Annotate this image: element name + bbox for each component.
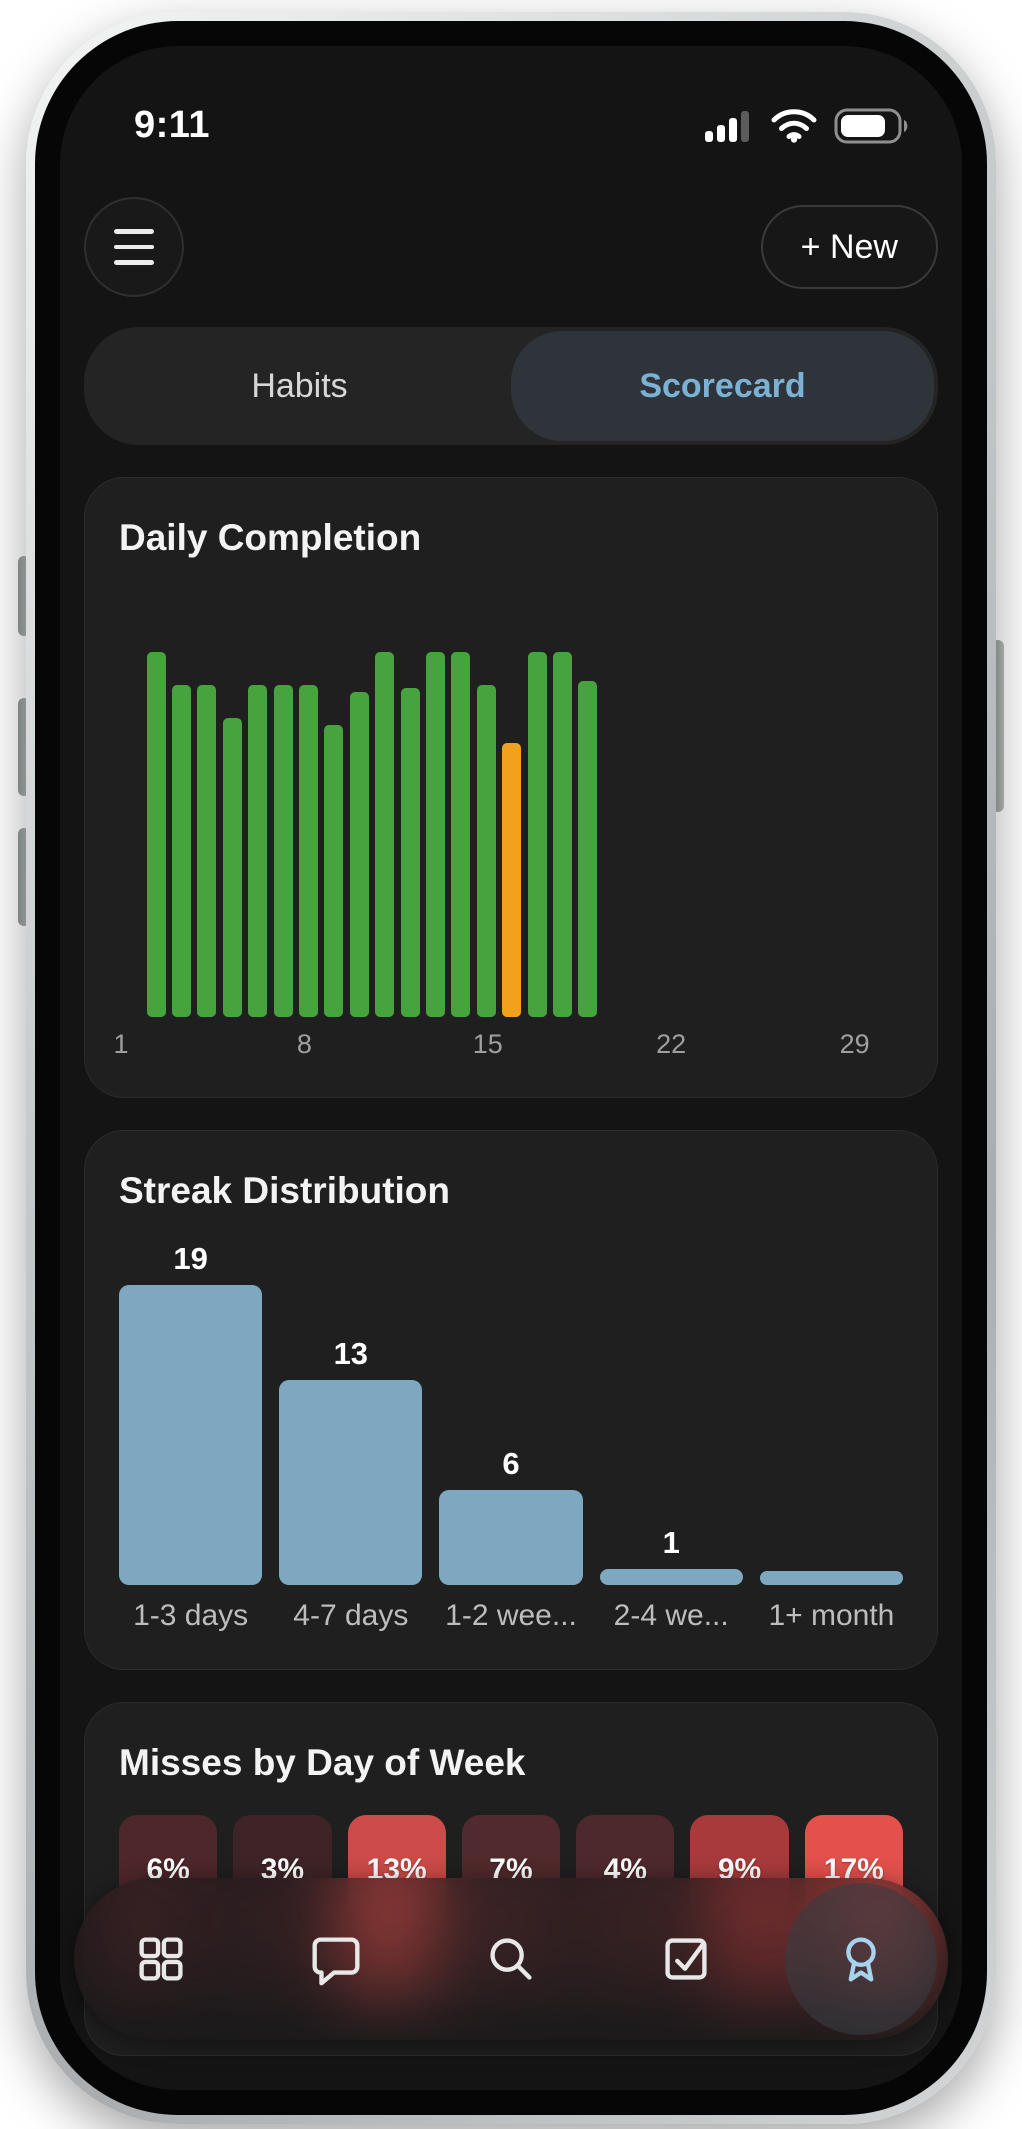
x-axis-tick: 29 — [839, 1029, 870, 1059]
streak-value-label: 1 — [662, 1525, 680, 1560]
nav-item-grid[interactable] — [74, 1878, 249, 2040]
grid-icon — [139, 1937, 183, 1981]
daily-bar — [273, 685, 293, 1017]
streak-column: 13 4-7 days — [279, 1336, 423, 1633]
nav-item-check-square[interactable] — [598, 1878, 773, 2040]
daily-completion-chart — [119, 652, 903, 1017]
daily-bar-highlight — [502, 743, 522, 1017]
daily-bar — [527, 652, 547, 1017]
hamburger-menu-button[interactable] — [84, 197, 184, 297]
x-axis-tick: 8 — [296, 1029, 312, 1059]
nav-item-award-active[interactable] — [773, 1878, 948, 2040]
misses-title: Misses by Day of Week — [119, 1742, 526, 1783]
streak-category-label: 4-7 days — [293, 1599, 409, 1632]
daily-bar — [324, 725, 344, 1017]
streak-distribution-card: Streak Distribution 19 1-3 days 13 4-7 days… — [84, 1130, 938, 1670]
streak-bar — [759, 1571, 904, 1585]
daily-bar — [425, 652, 445, 1017]
bottom-nav — [74, 1878, 948, 2040]
daily-bar — [400, 688, 420, 1017]
daily-bar — [171, 685, 191, 1017]
x-axis-tick: 22 — [656, 1029, 687, 1059]
battery-icon — [834, 108, 908, 143]
new-button[interactable]: + New — [760, 205, 938, 289]
nav-glow-blob — [208, 1878, 317, 1998]
hamburger-icon — [114, 229, 154, 234]
daily-bar — [552, 652, 572, 1017]
phone-frame: 9:11 — [26, 12, 996, 2124]
streak-column: 1+ month — [759, 1527, 904, 1633]
streak-value-label — [760, 1527, 903, 1563]
tab-switcher: Habits Scorecard — [84, 327, 938, 445]
streak-distribution-chart: 19 1-3 days 13 4-7 days 6 1-2 wee... 1 2-4 we..… — [119, 1241, 904, 1633]
clock: 9:11 — [134, 104, 210, 146]
daily-completion-x-axis: 1 8 15 22 29 — [113, 1025, 903, 1061]
wifi-icon — [771, 108, 817, 143]
streak-column: 1 2-4 we... — [599, 1525, 743, 1633]
cellular-signal-icon — [705, 110, 749, 142]
streak-bar — [439, 1490, 583, 1585]
streak-column: 6 1-2 wee... — [439, 1446, 583, 1633]
x-axis-tick: 1 — [113, 1029, 129, 1059]
check-square-icon — [665, 1938, 707, 1980]
daily-bar — [248, 685, 268, 1017]
nav-glow-blob — [456, 1878, 566, 1998]
streak-column: 19 1-3 days — [119, 1241, 263, 1633]
chat-icon — [312, 1937, 360, 1986]
nav-item-chat[interactable] — [249, 1878, 424, 2040]
daily-bar — [476, 685, 496, 1017]
daily-completion-title: Daily Completion — [119, 517, 422, 558]
tab-habits[interactable]: Habits — [251, 366, 348, 405]
streak-category-label: 2-4 we... — [613, 1599, 729, 1632]
streak-value-label: 13 — [333, 1336, 369, 1371]
daily-bar — [146, 652, 166, 1017]
status-icons — [704, 108, 910, 144]
daily-bar — [349, 692, 369, 1017]
daily-bar — [375, 652, 395, 1017]
status-bar: 9:11 — [60, 46, 962, 147]
streak-bar — [119, 1285, 263, 1585]
streak-value-label: 6 — [502, 1446, 520, 1481]
award-icon — [845, 1937, 876, 1982]
nav-item-search[interactable] — [424, 1878, 599, 2040]
app-header: + New — [84, 197, 938, 297]
daily-bar — [578, 681, 598, 1017]
streak-category-label: 1+ month — [768, 1599, 895, 1632]
search-icon — [490, 1938, 532, 1980]
daily-bar — [451, 652, 471, 1017]
streak-category-label: 1-2 wee... — [445, 1599, 577, 1632]
daily-bar — [197, 685, 217, 1017]
streak-bar — [599, 1569, 743, 1585]
streak-category-label: 1-3 days — [133, 1599, 249, 1632]
app-screen: 9:11 — [60, 46, 962, 2090]
x-axis-tick: 15 — [472, 1029, 503, 1059]
daily-bar — [298, 685, 318, 1017]
daily-completion-card: Daily Completion 1 8 15 22 29 — [84, 477, 938, 1098]
tab-scorecard[interactable]: Scorecard — [511, 331, 934, 441]
nav-red-glow — [84, 1878, 938, 1998]
daily-bar — [222, 718, 242, 1017]
streak-value-label: 19 — [173, 1241, 208, 1276]
streak-distribution-title: Streak Distribution — [119, 1170, 450, 1211]
streak-bar — [279, 1380, 423, 1585]
